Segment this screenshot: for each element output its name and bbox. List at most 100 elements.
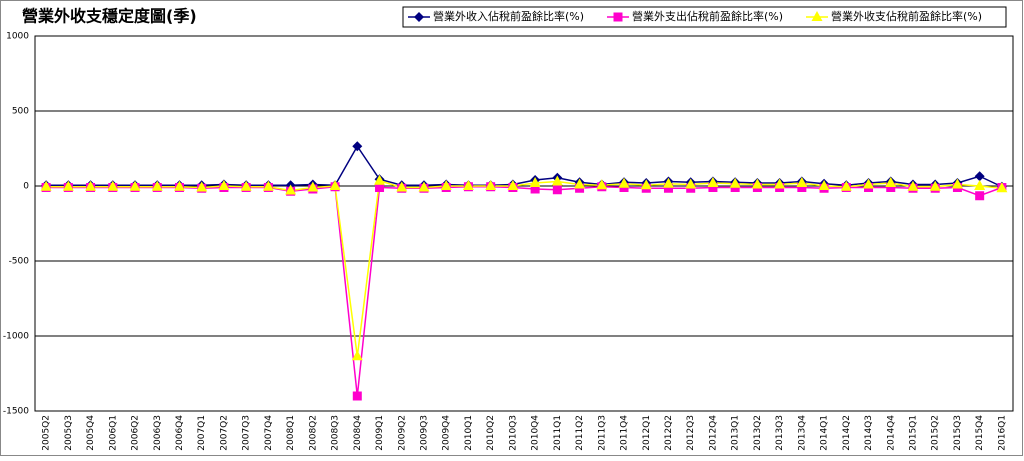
data-point <box>285 184 297 195</box>
x-tick-label: 2005Q2 <box>42 415 52 451</box>
data-point <box>530 184 540 194</box>
data-point <box>974 171 985 182</box>
data-point <box>818 180 830 190</box>
data-point <box>352 391 362 401</box>
y-tick-label: 500 <box>12 107 29 117</box>
data-point <box>751 178 763 189</box>
data-point <box>974 180 986 190</box>
y-tick-label: -1000 <box>3 332 29 342</box>
x-tick-label: 2007Q2 <box>219 415 229 451</box>
data-point <box>863 178 875 189</box>
x-tick-label: 2008Q1 <box>286 415 296 451</box>
x-tick-label: 2011Q3 <box>597 415 607 451</box>
x-tick-label: 2012Q1 <box>642 415 652 451</box>
data-point <box>707 177 719 187</box>
legend-marker <box>414 12 424 22</box>
x-tick-label: 2015Q1 <box>908 415 918 451</box>
x-tick-label: 2012Q4 <box>708 415 718 451</box>
data-point <box>796 177 808 187</box>
data-point <box>929 180 941 191</box>
data-point <box>529 177 541 187</box>
data-point <box>774 178 786 189</box>
x-tick-label: 2011Q1 <box>553 415 563 451</box>
y-tick-label: 1000 <box>6 32 29 42</box>
x-tick-label: 2010Q3 <box>508 415 518 451</box>
data-point <box>975 191 985 201</box>
data-point <box>708 183 718 192</box>
data-point <box>218 180 230 190</box>
x-tick-label: 2006Q4 <box>175 415 185 451</box>
data-point <box>840 180 852 191</box>
x-tick-label: 2013Q3 <box>775 415 785 451</box>
x-tick-label: 2010Q2 <box>486 415 496 451</box>
x-tick-label: 2009Q4 <box>442 415 452 451</box>
data-point <box>352 141 363 152</box>
x-tick-label: 2007Q3 <box>242 415 252 451</box>
x-tick-label: 2011Q2 <box>575 415 585 451</box>
x-tick-label: 2015Q3 <box>953 415 963 451</box>
plot-area <box>34 35 1014 412</box>
x-tick-label: 2014Q2 <box>842 415 852 451</box>
x-tick-label: 2011Q4 <box>620 415 630 451</box>
data-point <box>485 180 497 190</box>
data-point <box>240 180 252 191</box>
data-point <box>374 174 386 185</box>
x-tick-label: 2012Q2 <box>664 415 674 451</box>
legend-marker <box>811 11 823 21</box>
data-point <box>62 180 74 191</box>
data-point <box>129 180 141 191</box>
data-point <box>151 180 163 191</box>
x-tick-label: 2006Q2 <box>131 415 141 451</box>
x-tick-label: 2016Q1 <box>997 415 1007 451</box>
x-tick-label: 2006Q1 <box>108 415 118 451</box>
data-point <box>462 180 474 190</box>
x-tick-label: 2014Q3 <box>864 415 874 451</box>
legend-box <box>402 6 1007 28</box>
x-tick-label: 2010Q1 <box>464 415 474 451</box>
data-point <box>552 185 562 195</box>
x-tick-label: 2007Q1 <box>197 415 207 451</box>
x-tick-label: 2009Q2 <box>397 415 407 451</box>
data-point <box>262 180 274 191</box>
y-tick-label: -500 <box>9 257 30 267</box>
x-tick-label: 2009Q1 <box>375 415 385 451</box>
y-tick-label: -1500 <box>3 407 29 417</box>
data-point <box>886 183 896 192</box>
data-point <box>551 175 563 186</box>
data-point <box>907 180 919 191</box>
data-point <box>618 177 630 188</box>
x-tick-label: 2015Q4 <box>975 415 985 451</box>
x-tick-label: 2005Q4 <box>86 415 96 451</box>
data-point <box>596 179 608 190</box>
y-tick-label: 0 <box>23 182 29 192</box>
data-point <box>574 178 586 189</box>
data-point <box>951 178 963 189</box>
x-tick-label: 2014Q4 <box>886 415 896 451</box>
data-point <box>685 178 697 189</box>
data-point <box>196 181 208 192</box>
x-tick-label: 2008Q4 <box>353 415 363 451</box>
x-tick-label: 2012Q3 <box>686 415 696 451</box>
legend-marker <box>613 12 623 22</box>
legend-label: 營業外收入佔稅前盈餘比率(%) <box>433 9 584 23</box>
data-point <box>329 180 341 190</box>
data-point <box>107 180 119 191</box>
data-point <box>663 183 673 193</box>
data-point <box>307 181 319 192</box>
x-tick-label: 2010Q4 <box>531 415 541 451</box>
legend-label: 營業外支出佔稅前盈餘比率(%) <box>632 9 783 23</box>
x-tick-label: 2013Q2 <box>753 415 763 451</box>
x-tick-label: 2005Q3 <box>64 415 74 451</box>
data-point <box>396 181 408 192</box>
x-tick-label: 2006Q3 <box>153 415 163 451</box>
data-point <box>507 180 519 190</box>
data-point <box>40 180 52 191</box>
data-point <box>440 180 452 190</box>
chart-title: 營業外收支穩定度圖(季) <box>22 7 197 26</box>
x-tick-label: 2009Q3 <box>419 415 429 451</box>
data-point <box>729 177 741 188</box>
x-tick-label: 2013Q4 <box>797 415 807 451</box>
data-point <box>797 183 807 192</box>
data-point <box>173 180 185 191</box>
